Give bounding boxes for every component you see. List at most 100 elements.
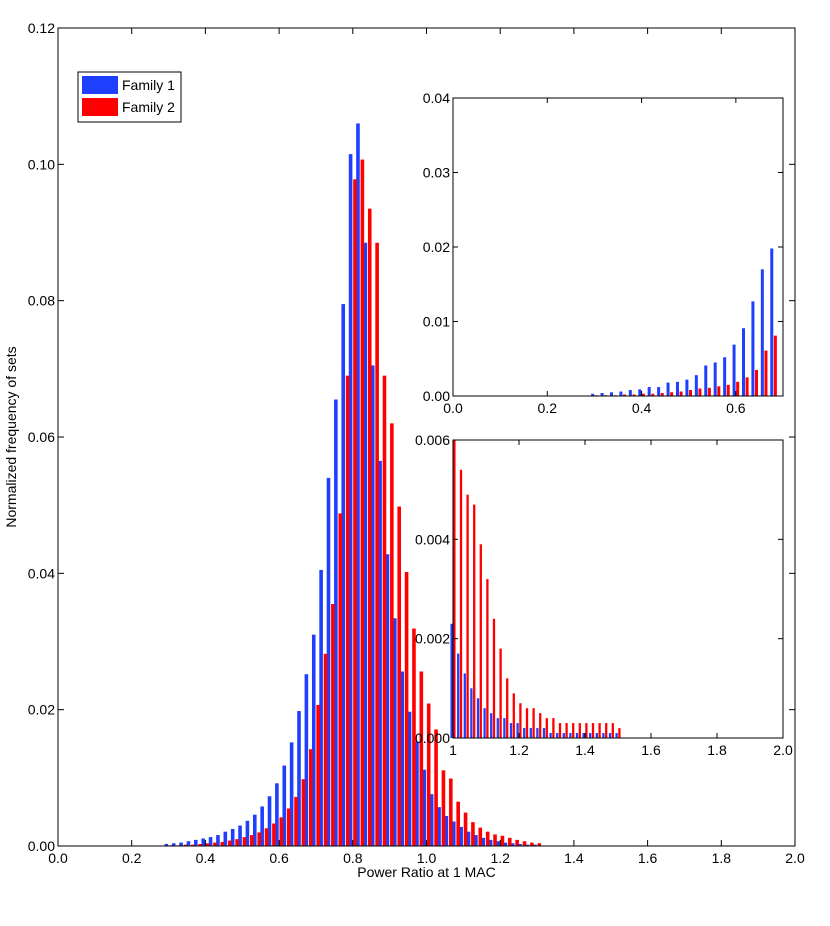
main-bar [334,399,338,846]
inset-high-bar [470,688,473,738]
legend-swatch-family-1 [82,76,118,94]
inset-high-bar [562,733,565,738]
inset-high-bar [618,728,621,738]
legend-label-family-1: Family 1 [122,77,175,93]
inset-low-bar [609,392,613,396]
main-bar [515,839,519,846]
main-bar [429,794,434,846]
main-bar [319,569,323,846]
inset-high-bar [529,728,532,738]
main-bar [304,674,309,846]
main-bar [275,783,279,846]
inset-low-bar [666,382,670,396]
main-bar [326,477,331,846]
main-x-tick-label: 2.0 [785,850,805,866]
main-bar [257,832,261,846]
inset-low-bar [679,391,683,396]
inset-high-bar [453,440,456,738]
inset-low-bar [600,393,604,396]
inset-high-bar [473,504,476,738]
inset-low-bar [723,357,727,396]
inset-high-bar [479,544,482,738]
main-bar [331,604,335,846]
main-bar [385,554,390,846]
main-bar [235,839,239,846]
main-bar [449,778,453,846]
inset-high-bar [539,713,542,738]
inset-low-y-tick-label: 0.00 [423,388,450,404]
inset-high-bar [595,733,598,738]
inset-high-bar [492,618,496,738]
inset-low-bar [623,394,627,396]
main-bar [338,513,343,846]
main-bar [363,242,368,847]
inset-high-bar [545,718,548,738]
main-bar [441,770,446,846]
inset-high-bar [542,728,546,738]
inset-low-x-tick-label: 0.0 [443,400,463,416]
main-bar [213,842,217,846]
inset-high-bar [589,733,592,738]
main-bar [360,159,365,846]
inset-high-bar [565,723,568,738]
main-bar [451,821,456,846]
inset-high-bar [572,723,575,738]
main-bar [525,844,530,846]
main-bar [466,831,471,846]
main-bar [223,831,228,846]
main-bar [301,779,306,846]
main-bar [444,816,449,846]
main-x-tick-label: 1.0 [417,850,437,866]
inset-high-y-tick-label: 0.004 [415,531,450,547]
main-bar [198,843,203,846]
main-bar [500,835,505,846]
main-chart: 0.0 0.2 0.4 0.6 0.8 1.0 1.2 1.4 1.6 1.8 2.00.000.0… [3,20,805,880]
inset-low-bar [760,269,764,396]
inset-low-y-tick-label: 0.02 [423,239,450,255]
main-bar [297,711,301,846]
main-bar [353,179,357,846]
main-x-tick-label: 1.6 [638,850,658,866]
main-bar [503,842,508,846]
inset-high-chart: 1 1.2 1.4 1.6 1.8 2.0 0.000 0.002 0.004 0.006 [415,432,793,758]
inset-high-bar [598,723,601,738]
main-bar [382,375,387,846]
inset-high-bar [582,733,585,738]
main-bar [507,837,512,846]
main-bar [348,154,353,847]
inset-high-x-tick-label: 1.2 [509,742,529,758]
inset-low-x-tick-label: 0.6 [726,400,746,416]
main-bar [238,825,242,846]
inset-high-bar [450,623,453,738]
inset-high-bar [602,733,605,738]
main-x-tick-label: 0.2 [122,850,142,866]
inset-low-series-2 [594,335,777,397]
inset-high-bar [466,494,469,738]
main-bar [367,208,372,846]
inset-high-x-tick-label: 1.8 [707,742,727,758]
main-bar [282,765,287,846]
main-y-tick-label: 0.08 [28,293,55,309]
main-bar [242,837,247,846]
inset-high-x-tick-label: 1 [449,742,457,758]
main-bar [250,835,254,846]
main-bar [311,634,316,846]
main-bar [272,823,276,846]
inset-high-bar [532,708,535,738]
inset-low-y-tick-label: 0.04 [423,90,450,106]
inset-high-bar [490,713,493,738]
inset-high-bar [499,648,502,738]
inset-high-bar [605,723,608,738]
inset-low-bar [745,377,749,397]
inset-high-bar [536,728,539,738]
main-bar [220,841,225,846]
main-bar [375,242,379,847]
main-bar [345,375,350,846]
inset-high-bar [503,718,506,738]
main-bar [279,817,284,846]
inset-high-bar [585,723,588,738]
inset-low-bar [685,379,689,396]
inset-high-bar [509,723,513,738]
main-bar [294,796,298,846]
